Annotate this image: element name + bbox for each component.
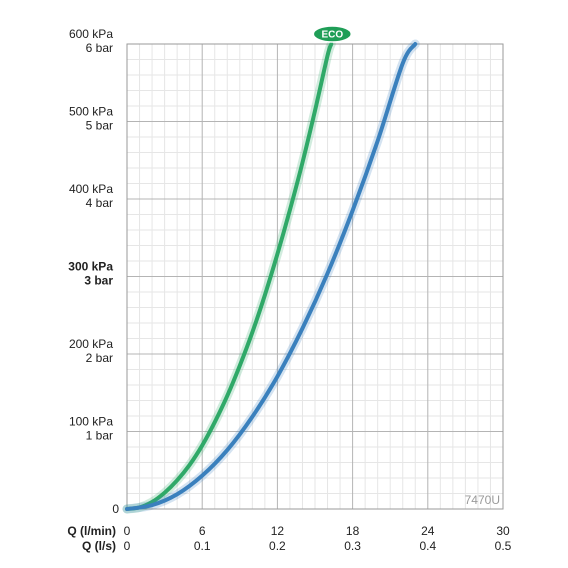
y-tick-label: 300 kPa xyxy=(68,260,113,274)
y-tick-label: 400 kPa xyxy=(69,182,113,196)
x-tick-label-primary: 6 xyxy=(199,524,206,538)
y-tick-label: 5 bar xyxy=(86,119,113,133)
y-tick-label: 6 bar xyxy=(86,41,113,55)
y-tick-label: 500 kPa xyxy=(69,105,113,119)
plot-frame xyxy=(126,43,504,510)
x-tick-label-secondary: 0.4 xyxy=(419,539,436,553)
x-tick-label-primary: 30 xyxy=(496,524,510,538)
model-label: 7470U xyxy=(465,493,500,507)
x-tick-label-secondary: 0.3 xyxy=(344,539,361,553)
x-tick-label-primary: 18 xyxy=(346,524,360,538)
y-tick-label: 3 bar xyxy=(84,274,113,288)
y-tick-label: 600 kPa xyxy=(69,27,113,41)
x-axis-label-secondary: Q (l/s) xyxy=(82,539,116,553)
x-axis-labels: 00 60.1 120.2 180.3 240.4 300.5 xyxy=(124,524,512,553)
y-tick-label: 0 xyxy=(112,502,119,516)
x-tick-label-primary: 0 xyxy=(124,524,131,538)
x-axis-label-primary: Q (l/min) xyxy=(67,524,116,538)
x-tick-label-primary: 12 xyxy=(271,524,285,538)
y-tick-label: 1 bar xyxy=(86,429,113,443)
x-tick-label-secondary: 0.5 xyxy=(495,539,512,553)
eco-badge-label: ECO xyxy=(321,30,343,41)
y-tick-label: 2 bar xyxy=(86,351,113,365)
series-line-0 xyxy=(125,42,334,511)
x-tick-label-secondary: 0 xyxy=(124,539,131,553)
series-line-1 xyxy=(125,42,418,511)
y-tick-label: 200 kPa xyxy=(69,337,113,351)
y-tick-label: 4 bar xyxy=(86,196,113,210)
eco-badge-shape xyxy=(312,25,353,43)
x-tick-label-secondary: 0.1 xyxy=(194,539,211,553)
x-tick-label-primary: 24 xyxy=(421,524,435,538)
y-tick-label: 100 kPa xyxy=(69,415,113,429)
series-layer xyxy=(122,39,420,514)
eco-badge: ECO xyxy=(312,25,353,43)
x-tick-label-secondary: 0.2 xyxy=(269,539,286,553)
